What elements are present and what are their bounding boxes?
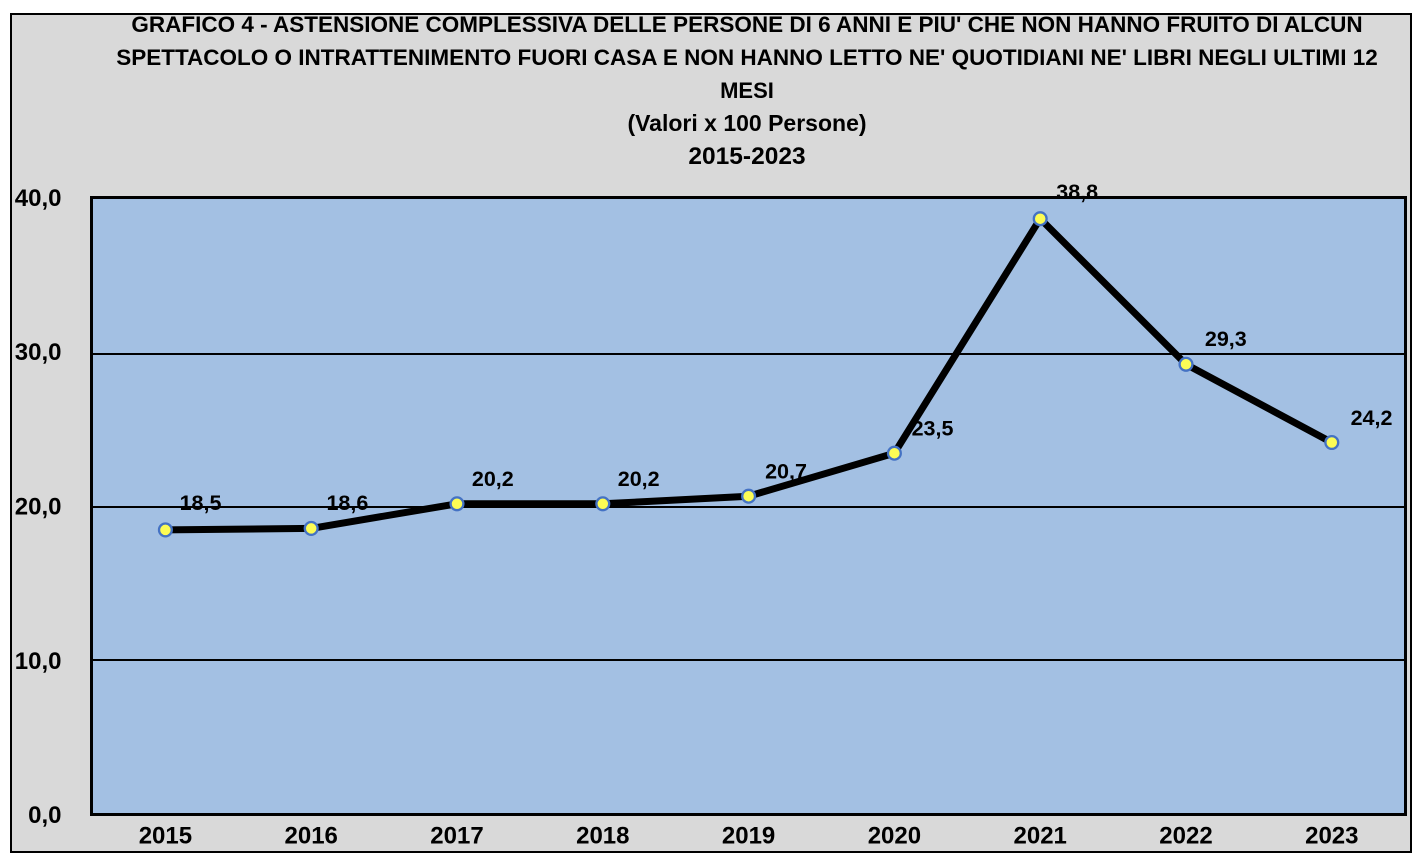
svg-text:24,2: 24,2 [1351,406,1393,430]
svg-text:20,0: 20,0 [15,494,62,521]
svg-text:38,8: 38,8 [1056,180,1098,204]
svg-text:2019: 2019 [722,823,775,850]
svg-text:2022: 2022 [1159,823,1212,850]
svg-text:2015: 2015 [139,823,192,850]
svg-text:2018: 2018 [576,823,629,850]
svg-text:18,6: 18,6 [326,491,368,515]
svg-text:20,2: 20,2 [618,467,660,491]
svg-text:2016: 2016 [285,823,338,850]
svg-text:40,0: 40,0 [15,185,62,212]
svg-text:29,3: 29,3 [1205,327,1247,351]
svg-text:2021: 2021 [1014,823,1067,850]
svg-text:2023: 2023 [1305,823,1358,850]
svg-text:20,2: 20,2 [472,467,514,491]
svg-text:2017: 2017 [430,823,483,850]
svg-text:10,0: 10,0 [15,648,62,675]
svg-text:18,5: 18,5 [180,491,222,515]
svg-text:2020: 2020 [868,823,921,850]
svg-text:30,0: 30,0 [15,339,62,366]
svg-text:0,0: 0,0 [28,802,61,829]
